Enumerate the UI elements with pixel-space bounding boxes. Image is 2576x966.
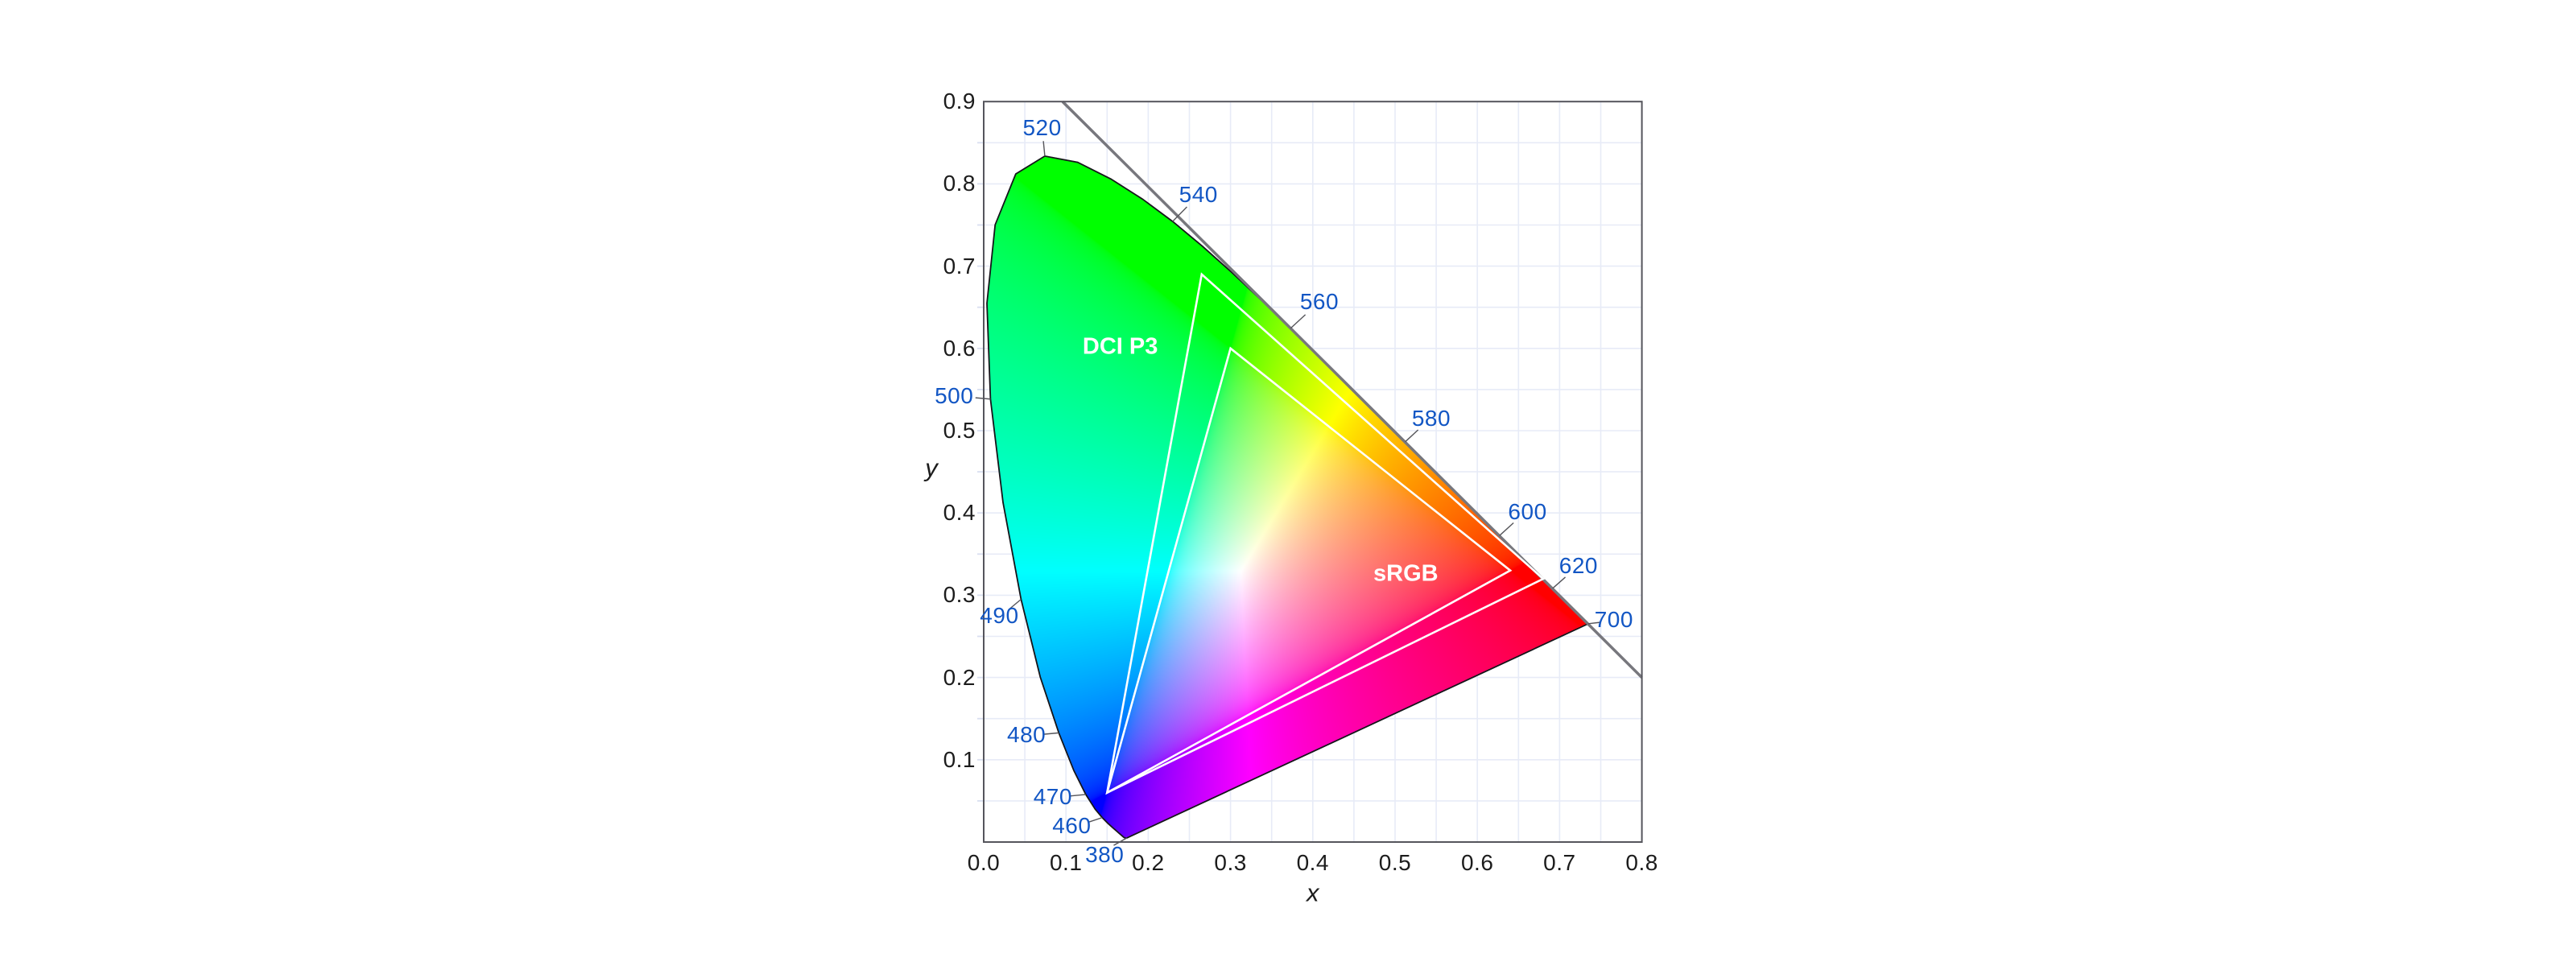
x-tick-label-0.5: 0.5 <box>1378 850 1412 875</box>
y-tick-label-0.5: 0.5 <box>943 418 976 443</box>
wavelength-label-600: 600 <box>1508 499 1547 525</box>
wavelength-tick-700 <box>1587 621 1600 625</box>
wavelength-tick-560 <box>1290 314 1307 329</box>
wavelength-label-540: 540 <box>1179 181 1218 207</box>
x-tick-label-0.4: 0.4 <box>1296 850 1330 875</box>
wavelength-tick-470 <box>1070 794 1086 797</box>
y-tick-label-0.4: 0.4 <box>943 500 976 526</box>
wavelength-label-380: 380 <box>1085 842 1125 868</box>
y-tick-label-0.9: 0.9 <box>943 89 976 114</box>
wavelength-tick-600 <box>1499 522 1514 536</box>
x-tick-label-0.1: 0.1 <box>1049 850 1083 875</box>
spectral-locus-outline <box>986 155 1590 839</box>
wavelength-label-460: 460 <box>1052 812 1092 838</box>
y-tick-label-0.2: 0.2 <box>943 664 976 690</box>
x-tick-label-0.8: 0.8 <box>1625 850 1658 875</box>
wavelength-label-560: 560 <box>1299 288 1340 314</box>
wavelength-label-580: 580 <box>1411 405 1451 431</box>
gamut-triangle-srgb <box>1105 346 1513 795</box>
wavelength-label-520: 520 <box>1022 114 1062 140</box>
wavelength-label-700: 700 <box>1594 607 1633 633</box>
wavelength-tick-460 <box>1088 816 1103 824</box>
chromaticity-gamut-canvas <box>984 101 1642 842</box>
y-tick-label-0.3: 0.3 <box>943 582 976 608</box>
wavelength-tick-620 <box>1552 576 1567 589</box>
gamut-triangle-dci-p3 <box>1105 272 1546 795</box>
wavelength-tick-540 <box>1172 206 1187 222</box>
y-tick-label-0.6: 0.6 <box>943 335 976 361</box>
y-tick-label-0.1: 0.1 <box>943 746 976 772</box>
wavelength-label-490: 490 <box>980 602 1019 628</box>
x-tick-label-0.0: 0.0 <box>967 850 1001 875</box>
y-axis-title: y <box>925 453 938 482</box>
gamut-label-dci-p3: DCI P3 <box>1082 333 1158 360</box>
wavelength-label-620: 620 <box>1558 552 1598 578</box>
x-tick-label-0.6: 0.6 <box>1460 850 1494 875</box>
y-tick-label-0.8: 0.8 <box>943 171 976 196</box>
plot-frame <box>983 101 1643 843</box>
wavelength-tick-580 <box>1405 429 1419 443</box>
wavelength-tick-490 <box>1009 598 1022 610</box>
x-tick-label-0.7: 0.7 <box>1543 850 1576 875</box>
wavelength-tick-480 <box>1043 732 1059 735</box>
wavelength-tick-520 <box>1042 141 1046 156</box>
wavelength-label-480: 480 <box>1007 722 1046 748</box>
x-tick-label-0.3: 0.3 <box>1214 850 1247 875</box>
x-tick-label-0.2: 0.2 <box>1132 850 1165 875</box>
y-tick-label-0.7: 0.7 <box>943 253 976 279</box>
x-axis-title: x <box>1307 878 1319 907</box>
wavelength-label-470: 470 <box>1033 783 1072 809</box>
gamut-label-srgb: sRGB <box>1373 560 1439 587</box>
spectral-line-extension <box>1061 100 1643 679</box>
wavelength-label-500: 500 <box>935 383 974 409</box>
